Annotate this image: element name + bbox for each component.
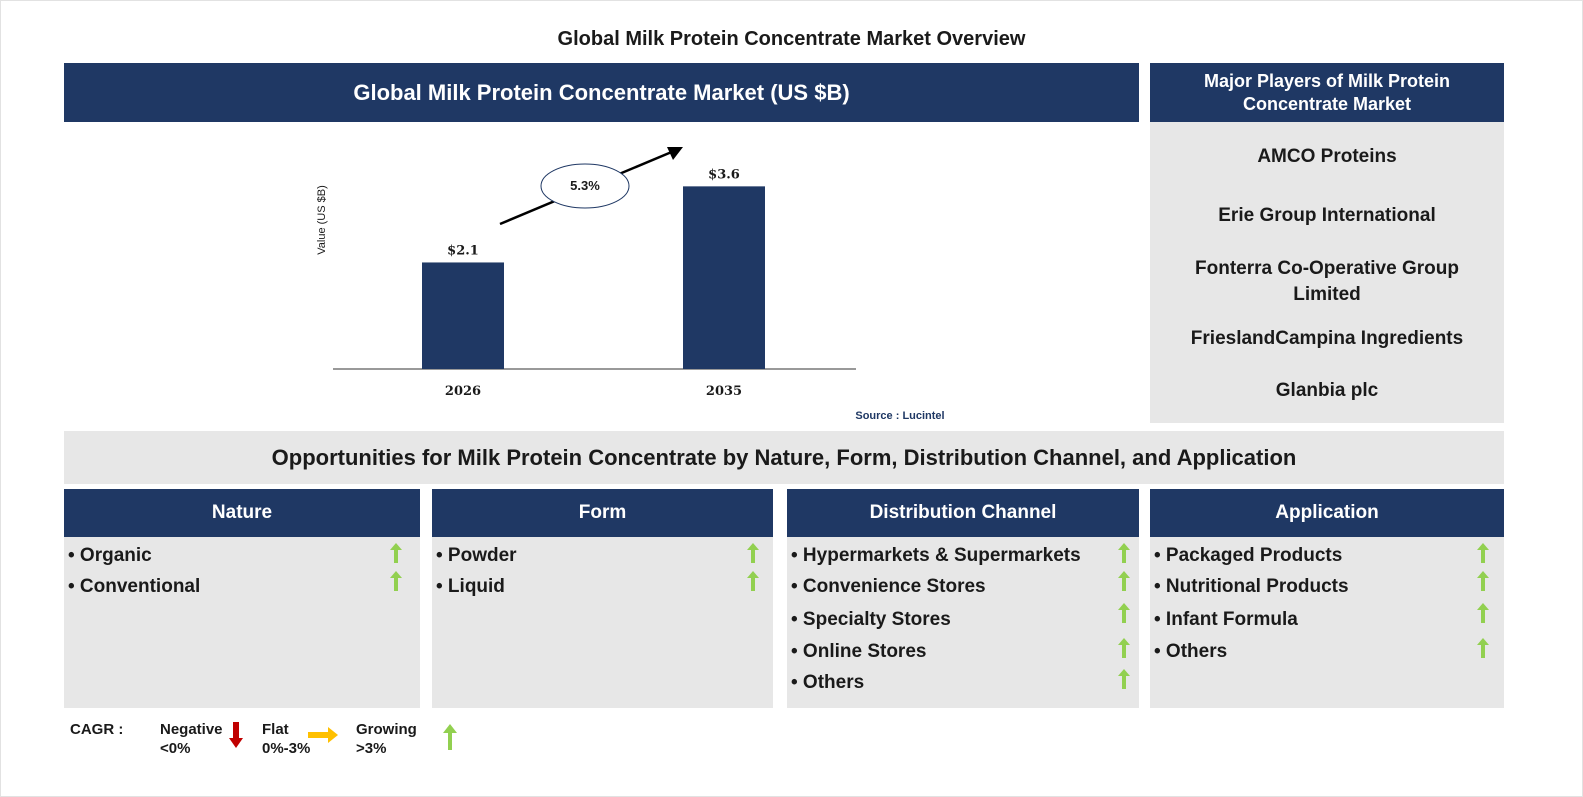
growing-arrow-icon	[1118, 571, 1130, 591]
list-item: • Specialty Stores	[791, 609, 951, 630]
chart-header: Global Milk Protein Concentrate Market (…	[64, 63, 1139, 122]
market-bar-chart: Value (US $B) $2.1 2026 $3.6 2035 5.3% Sour…	[316, 147, 945, 422]
players-header: Major Players of Milk Protein Concentrat…	[1150, 63, 1504, 122]
players-list: AMCO Proteins Erie Group International F…	[1150, 122, 1504, 423]
legend-flat: Flat 0%-3%	[262, 720, 310, 758]
list-item: • Infant Formula	[1154, 609, 1298, 630]
players-title-line2: Concentrate Market	[1242, 93, 1412, 114]
growing-arrow-icon	[390, 543, 402, 563]
legend-flat-label: Flat	[262, 721, 289, 738]
growing-arrow-icon	[747, 543, 759, 563]
bar-2026	[422, 262, 504, 369]
segment-list-nature: • Organic • Conventional	[64, 537, 420, 708]
list-item: • Liquid	[436, 576, 505, 597]
legend-growing: Growing >3%	[356, 720, 417, 758]
list-item: • Hypermarkets & Supermarkets	[791, 545, 1081, 566]
cagr-ellipse	[540, 163, 630, 209]
player-glanbia: Glanbia plc	[1275, 380, 1379, 401]
list-item: • Convenience Stores	[791, 576, 986, 597]
y-axis-label: Value (US $B)	[316, 185, 328, 255]
cagr-arrow-head	[667, 147, 683, 160]
bar-2035	[683, 186, 765, 369]
x-tick-label: 2035	[706, 384, 742, 399]
growing-arrow-icon	[1477, 571, 1489, 591]
player-frieslandcampina: FrieslandCampina Ingredients	[1190, 328, 1464, 349]
player-fonterra-line2: Limited	[1293, 284, 1361, 305]
x-tick-label: 2026	[445, 384, 481, 399]
list-item: • Organic	[68, 545, 152, 566]
segment-list-form: • Powder • Liquid	[432, 537, 773, 708]
legend-flat-range: 0%-3%	[262, 740, 311, 757]
list-item: • Nutritional Products	[1154, 576, 1349, 597]
chart-source: Source : Lucintel	[855, 410, 944, 422]
legend-negative-label: Negative	[160, 721, 223, 738]
legend-growing-label: Growing	[356, 721, 417, 738]
growing-arrow-icon	[1118, 638, 1130, 658]
page-title: Global Milk Protein Concentrate Market O…	[557, 28, 1026, 50]
growing-arrow-icon	[1477, 638, 1489, 658]
player-erie: Erie Group International	[1218, 205, 1436, 226]
list-item: • Conventional	[68, 576, 201, 597]
opportunities-title: Opportunities for Milk Protein Concentra…	[64, 431, 1504, 484]
segment-header-nature: Nature	[64, 489, 420, 537]
bar-value-label: $3.6	[708, 167, 740, 182]
growing-arrow-icon	[747, 571, 759, 591]
growing-arrow-icon	[443, 724, 457, 750]
growing-arrow-icon	[1118, 669, 1130, 689]
list-item: • Others	[791, 672, 865, 693]
bar-value-label: $2.1	[447, 243, 479, 258]
segment-header-application: Application	[1150, 489, 1504, 537]
legend-growing-range: >3%	[356, 740, 387, 757]
segment-header-distribution: Distribution Channel	[787, 489, 1139, 537]
cagr-label: 5.3%	[570, 178, 600, 193]
players-title-line1: Major Players of Milk Protein	[1203, 70, 1451, 91]
growing-arrow-icon	[390, 571, 402, 591]
segment-header-form: Form	[432, 489, 773, 537]
legend-cagr-label: CAGR :	[70, 721, 124, 738]
player-fonterra: Fonterra Co-Operative Group	[1195, 258, 1459, 279]
list-item: • Packaged Products	[1154, 545, 1343, 566]
segment-list-application: • Packaged Products • Nutritional Produc…	[1150, 537, 1504, 708]
flat-arrow-icon	[308, 727, 338, 743]
growing-arrow-icon	[1118, 603, 1130, 623]
growing-arrow-icon	[1477, 543, 1489, 563]
down-arrow-icon	[229, 722, 243, 748]
player-amco: AMCO Proteins	[1257, 146, 1397, 167]
growing-arrow-icon	[1118, 543, 1130, 563]
list-item: • Online Stores	[791, 641, 927, 662]
growing-arrow-icon	[1477, 603, 1489, 623]
legend-negative: Negative <0%	[160, 720, 223, 758]
segment-list-distribution: • Hypermarkets & Supermarkets • Convenie…	[787, 537, 1139, 708]
list-item: • Powder	[436, 545, 517, 566]
legend-negative-range: <0%	[160, 740, 191, 757]
list-item: • Others	[1154, 641, 1228, 662]
